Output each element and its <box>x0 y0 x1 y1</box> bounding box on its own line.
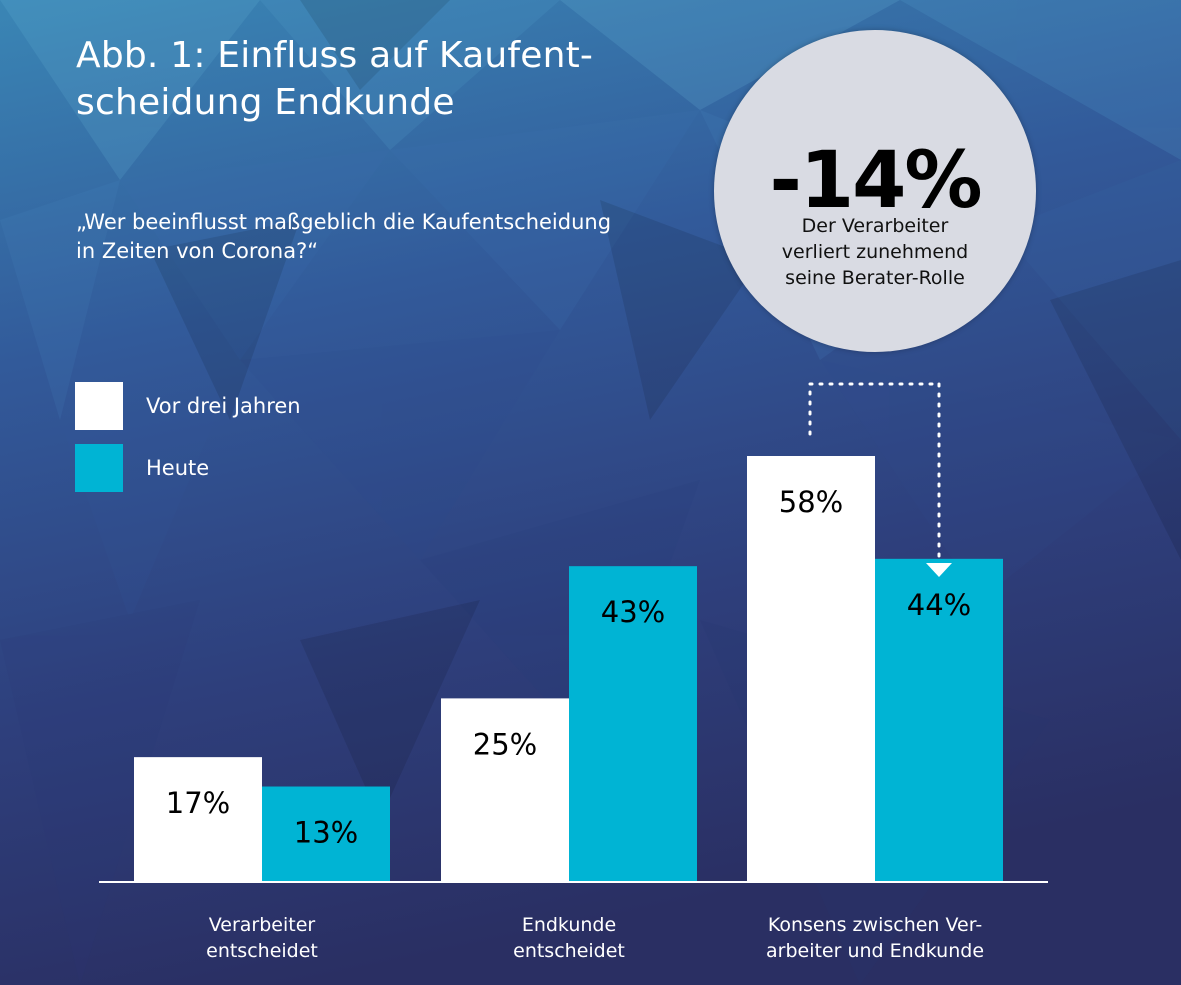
bar-value-label-today-2: 43% <box>601 595 665 629</box>
bar-value-label-previous-1: 17% <box>166 786 230 820</box>
bar-previous-3 <box>747 456 875 882</box>
legend-label-today: Heute <box>146 456 210 480</box>
bar-today-2 <box>569 566 697 882</box>
bar-value-label-previous-2: 25% <box>473 727 537 761</box>
chart-title: Abb. 1: Einfluss auf Kaufent- scheidung … <box>76 35 594 123</box>
legend-label-previous: Vor drei Jahren <box>146 394 301 418</box>
category-label-3: Konsens zwischen Ver- arbeiter und Endku… <box>765 914 985 962</box>
callout-value: -14% <box>769 136 982 226</box>
callout-bubble: -14% Der Verarbeiter verliert zunehmend … <box>714 30 1036 352</box>
bar-value-label-previous-3: 58% <box>779 485 843 519</box>
bar-value-label-today-3: 44% <box>907 588 971 622</box>
bar-previous-2 <box>441 698 569 882</box>
category-label-2: Endkunde entscheidet <box>513 914 625 962</box>
survey-question: „Wer beeinflusst maßgeblich die Kaufents… <box>76 210 612 263</box>
category-label-1: Verarbeiter entscheidet <box>206 914 318 962</box>
bar-today-1 <box>262 786 390 882</box>
callout-caption: Der Verarbeiter verliert zunehmend seine… <box>781 215 969 289</box>
change-arrow <box>808 382 952 577</box>
legend-swatch-previous <box>75 382 123 430</box>
legend-item-today: Heute <box>75 444 209 492</box>
bar-value-label-today-1: 13% <box>294 816 358 850</box>
bar-previous-1 <box>134 757 262 882</box>
bar-today-3 <box>875 558 1003 882</box>
legend-swatch-today <box>75 444 123 492</box>
legend-item-previous: Vor drei Jahren <box>75 382 301 430</box>
arrow-head-icon <box>926 563 952 577</box>
